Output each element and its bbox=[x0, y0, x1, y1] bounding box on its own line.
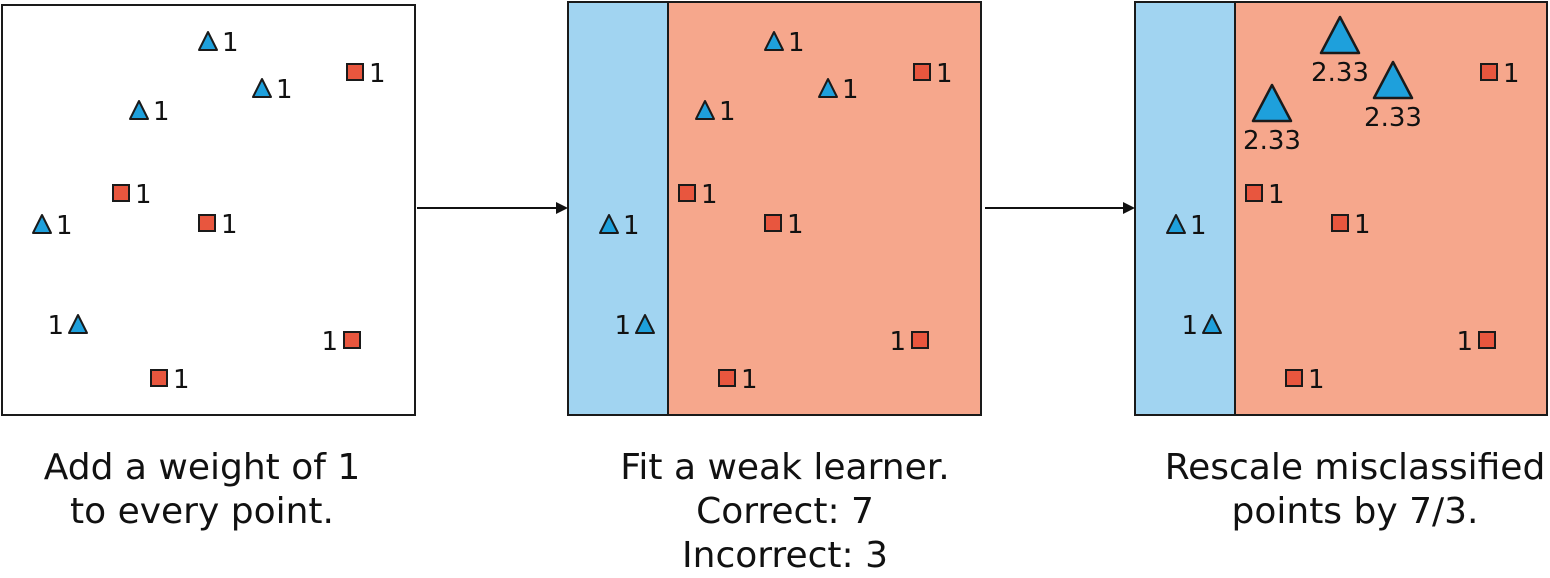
triangle-point-icon bbox=[129, 100, 149, 120]
panel-3-frame bbox=[1134, 1, 1548, 416]
point-weight-label: 1 bbox=[221, 210, 238, 240]
triangle-point-icon bbox=[198, 31, 218, 51]
square-point-icon bbox=[911, 331, 929, 349]
square-point-icon bbox=[1478, 331, 1496, 349]
triangle-point-icon bbox=[635, 314, 655, 334]
point-weight-label: 1 bbox=[369, 59, 386, 89]
point-weight-label: 2.33 bbox=[1311, 58, 1369, 88]
point-weight-label: 1 bbox=[276, 75, 293, 105]
square-point-icon bbox=[913, 63, 931, 81]
point-weight-label: 1 bbox=[741, 365, 758, 395]
point-weight-label: 1 bbox=[47, 311, 64, 341]
point-weight-label: 1 bbox=[321, 327, 338, 357]
square-point-icon bbox=[1245, 184, 1263, 202]
point-weight-label: 1 bbox=[889, 327, 906, 357]
triangle-point-icon bbox=[695, 100, 715, 120]
point-weight-label: 1 bbox=[1181, 311, 1198, 341]
triangle-point-icon bbox=[1251, 83, 1293, 123]
square-point-icon bbox=[346, 63, 364, 81]
square-point-icon bbox=[343, 331, 361, 349]
triangle-point-icon bbox=[764, 31, 784, 51]
point-weight-label: 1 bbox=[787, 210, 804, 240]
caption-line: points by 7/3. bbox=[1231, 491, 1479, 532]
point-weight-label: 1 bbox=[135, 180, 152, 210]
panel-2-frame bbox=[567, 1, 982, 416]
point-weight-label: 1 bbox=[1354, 210, 1371, 240]
point-weight-label: 1 bbox=[1456, 327, 1473, 357]
panel-1-caption: Add a weight of 1 to every point. bbox=[2, 446, 402, 534]
point-weight-label: 1 bbox=[153, 97, 170, 127]
caption-line: Incorrect: 3 bbox=[682, 535, 888, 576]
point-weight-label: 1 bbox=[842, 75, 859, 105]
panel-3-caption: Rescale misclassified points by 7/3. bbox=[1155, 446, 1550, 534]
square-point-icon bbox=[718, 369, 736, 387]
point-weight-label: 1 bbox=[222, 28, 239, 58]
point-weight-label: 2.33 bbox=[1364, 103, 1422, 133]
point-weight-label: 1 bbox=[1503, 59, 1520, 89]
caption-line: Rescale misclassified bbox=[1164, 447, 1546, 488]
square-point-icon bbox=[112, 184, 130, 202]
point-weight-label: 2.33 bbox=[1243, 126, 1301, 156]
triangle-point-icon bbox=[1319, 15, 1361, 55]
point-weight-label: 1 bbox=[936, 59, 953, 89]
triangle-point-icon bbox=[252, 78, 272, 98]
point-weight-label: 1 bbox=[1190, 211, 1207, 241]
point-weight-label: 1 bbox=[173, 365, 190, 395]
point-weight-label: 1 bbox=[788, 28, 805, 58]
triangle-point-icon bbox=[599, 214, 619, 234]
panel-3-region-triangle bbox=[1135, 2, 1235, 415]
square-point-icon bbox=[1480, 63, 1498, 81]
triangle-point-icon bbox=[1372, 60, 1414, 100]
point-weight-label: 1 bbox=[719, 97, 736, 127]
triangle-point-icon bbox=[1202, 314, 1222, 334]
points-layer: 1 1 1 1 1 1 1 1 1 1 1 1 1 1 1 1 1 1 1 1 2.33 2.33 1 2.33 1 1 1 1 1 1 bbox=[32, 15, 1520, 395]
caption-line: to every point. bbox=[70, 491, 334, 532]
triangle-point-icon bbox=[68, 314, 88, 334]
point-weight-label: 1 bbox=[701, 180, 718, 210]
square-point-icon bbox=[1285, 369, 1303, 387]
square-point-icon bbox=[764, 214, 782, 232]
point-weight-label: 1 bbox=[623, 211, 640, 241]
panel-2-region-triangle bbox=[568, 2, 668, 415]
point-weight-label: 1 bbox=[1308, 365, 1325, 395]
point-weight-label: 1 bbox=[1268, 180, 1285, 210]
point-weight-label: 1 bbox=[614, 311, 631, 341]
square-point-icon bbox=[678, 184, 696, 202]
panel-2-caption: Fit a weak learner. Correct: 7 Incorrect… bbox=[585, 446, 985, 578]
triangle-point-icon bbox=[818, 78, 838, 98]
square-point-icon bbox=[150, 369, 168, 387]
triangle-point-icon bbox=[32, 214, 52, 234]
caption-line: Fit a weak learner. bbox=[620, 447, 950, 488]
caption-line: Correct: 7 bbox=[696, 491, 874, 532]
square-point-icon bbox=[1331, 214, 1349, 232]
point-weight-label: 1 bbox=[56, 211, 73, 241]
square-point-icon bbox=[198, 214, 216, 232]
caption-line: Add a weight of 1 bbox=[43, 447, 361, 488]
triangle-point-icon bbox=[1166, 214, 1186, 234]
